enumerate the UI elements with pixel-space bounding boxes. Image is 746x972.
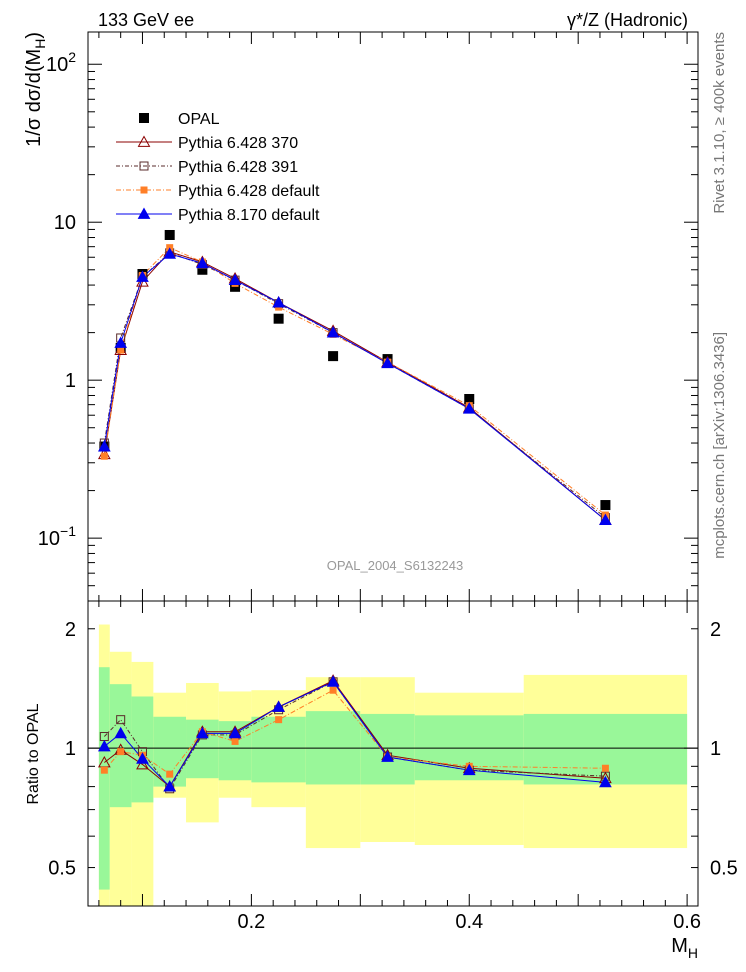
data-point-opal (273, 313, 284, 324)
ratio-point-py8_default (326, 675, 340, 687)
x-axis-label-main: M (671, 935, 688, 957)
data-point-py8_default (326, 326, 340, 338)
ratio-point-py6_default (166, 770, 174, 778)
ratio-y-tick-label: 2 (65, 619, 76, 641)
y-tick-exponent: 2 (68, 49, 76, 65)
ratio-point-py6_default (329, 686, 337, 694)
data-point-opal (464, 394, 475, 405)
x-axis-label-sub: H (688, 945, 698, 961)
data-point-py8_default (228, 273, 242, 286)
ratio-point-py8_default (381, 750, 394, 762)
legend-marker-py6_370 (137, 135, 151, 147)
series-line-py6_default (103, 247, 606, 516)
data-point-opal (197, 264, 208, 275)
series-line-py8_default (103, 253, 606, 521)
ratio-point-py8_default (599, 775, 612, 788)
ratio-point-py6_default (231, 737, 239, 745)
ratio-point-py8_default (228, 726, 242, 739)
data-point-py8_default (163, 247, 177, 259)
y-tick-label: 1 (65, 370, 76, 392)
ratio-point-py8_default (196, 726, 209, 739)
y-axis-label-end: ) (23, 32, 45, 39)
uncertainty-band-inner (251, 716, 306, 783)
legend-label: Pythia 6.428 370 (178, 135, 298, 152)
ratio-point-py6_391 (116, 715, 126, 725)
ratio-panel: 0.5 0.5 1 1 2 2 0.2 0.4 0.6 Ratio to OPAL MH (25, 600, 738, 961)
y-axis-label-sub: H (32, 39, 48, 49)
y-axis-label-main: 1/σ dσ/d(M (23, 49, 45, 147)
uncertainty-band-inner (109, 684, 132, 808)
legend-label: Pythia 8.170 default (178, 207, 320, 224)
ratio-point-py8_default (114, 726, 128, 739)
ratio-y-tick-label-right: 2 (710, 619, 721, 641)
data-point-opal (328, 351, 339, 362)
data-point-py8_default (462, 402, 476, 414)
legend-label: Pythia 6.428 391 (178, 159, 298, 176)
legend-label: OPAL (178, 111, 220, 128)
ratio-point-py8_default (163, 780, 177, 792)
ratio-y-tick-label-right: 0.5 (710, 858, 738, 880)
data-point-py8_default (272, 296, 285, 308)
ratio-point-py6_default (601, 764, 609, 772)
header-left: 133 GeV ee (98, 10, 194, 30)
data-point-py6_default (100, 452, 108, 460)
legend-label: Pythia 6.428 default (178, 183, 320, 200)
ratio-y-tick-label-right: 1 (710, 738, 721, 760)
legend-marker-py6_391 (139, 161, 149, 171)
series-line-py6_391 (103, 252, 606, 518)
analysis-watermark: OPAL_2004_S6132243 (327, 558, 463, 573)
ratio-y-tick-label: 0.5 (48, 858, 76, 880)
x-tick-label: 0.4 (455, 911, 483, 933)
data-point-py8_default (196, 256, 209, 269)
uncertainty-band-inner (98, 667, 110, 890)
side-label-bottom: mcplots.cern.ch [arXiv:1306.3436] (711, 332, 728, 559)
x-axis-label: MH (671, 935, 698, 961)
y-tick-exponent: −1 (60, 523, 76, 539)
y-tick-label: 10−1 (38, 523, 76, 550)
header-right: γ*/Z (Hadronic) (567, 10, 688, 30)
data-point-opal (164, 229, 175, 240)
side-label-top: Rivet 3.1.10, ≥ 400k events (711, 32, 728, 214)
x-tick-label: 0.6 (673, 911, 701, 933)
data-point-py8_default (381, 356, 394, 369)
series-line-py6_370 (103, 251, 606, 521)
data-point-py6_default (117, 346, 125, 354)
data-point-py8_default (97, 440, 111, 452)
data-point-opal (600, 500, 611, 511)
ratio-frame (87, 600, 699, 907)
uncertainty-band-inner (131, 696, 154, 803)
ratio-point-py8_default (97, 739, 111, 752)
y-axis-label: 1/σ dσ/d(MH) (23, 32, 48, 147)
y-tick-label: 10 (54, 212, 76, 234)
ratio-y-tick-label: 1 (65, 738, 76, 760)
ratio-point-py6_370 (136, 757, 149, 770)
y-tick-label: 102 (46, 49, 76, 76)
ratio-point-py8_default (272, 700, 285, 712)
ratio-point-py8_default (136, 752, 149, 764)
legend-marker-opal (139, 113, 149, 123)
legend-marker-py6_default (140, 186, 148, 194)
ratio-point-py8_default (462, 763, 476, 776)
legend-marker-py8_default (137, 207, 151, 219)
data-point-py8_default (599, 513, 612, 526)
ratio-y-axis-label: Ratio to OPAL (25, 703, 42, 804)
x-tick-label: 0.2 (237, 911, 265, 933)
ratio-point-py6_default (100, 766, 108, 774)
data-point-py8_default (136, 270, 149, 282)
data-point-py8_default (114, 336, 128, 348)
ratio-point-py6_default (117, 748, 125, 756)
ratio-point-py6_default (275, 716, 283, 724)
